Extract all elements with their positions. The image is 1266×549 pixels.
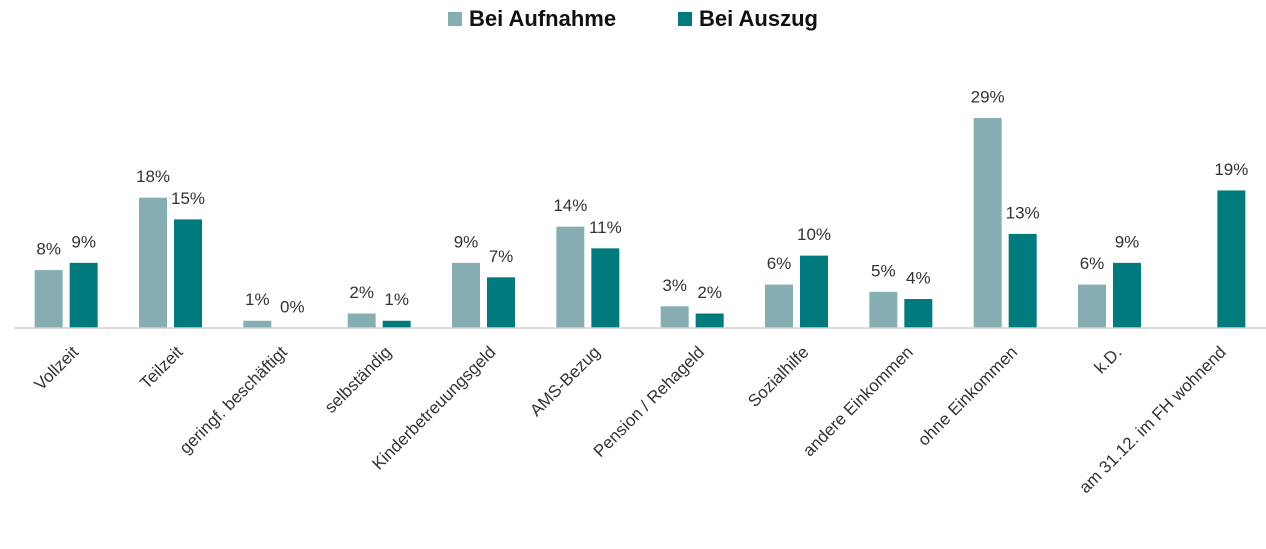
bar bbox=[869, 291, 898, 328]
bar bbox=[174, 219, 202, 328]
data-label: 9% bbox=[71, 232, 96, 251]
data-label: 14% bbox=[553, 196, 587, 215]
x-tick-label: geringf. beschäftigt bbox=[176, 342, 291, 457]
bar bbox=[765, 284, 793, 328]
bar bbox=[347, 313, 376, 328]
data-label: 2% bbox=[349, 283, 374, 302]
data-label: 18% bbox=[136, 167, 170, 186]
legend-label: Bei Auszug bbox=[699, 6, 818, 31]
data-label: 9% bbox=[454, 232, 479, 251]
data-label: 15% bbox=[171, 189, 205, 208]
bar bbox=[69, 262, 98, 328]
bar bbox=[1217, 190, 1246, 328]
x-tick-label: selbständig bbox=[321, 343, 395, 417]
bar bbox=[452, 262, 480, 328]
data-label: 19% bbox=[1214, 160, 1248, 179]
bar bbox=[34, 270, 63, 328]
data-label: 6% bbox=[767, 254, 792, 273]
data-label: 10% bbox=[797, 225, 831, 244]
bar bbox=[1008, 233, 1037, 328]
bar bbox=[556, 226, 585, 328]
bar bbox=[973, 118, 1002, 328]
data-label: 11% bbox=[589, 218, 622, 237]
data-label: 7% bbox=[489, 247, 514, 266]
bar bbox=[591, 248, 620, 328]
bar bbox=[139, 197, 167, 328]
data-label: 5% bbox=[871, 261, 896, 280]
data-label: 1% bbox=[384, 290, 409, 309]
bar bbox=[695, 313, 724, 328]
x-tick-label: Vollzeit bbox=[31, 342, 83, 394]
bar bbox=[660, 306, 689, 328]
legend-swatch bbox=[678, 12, 692, 26]
x-tick-label: Teilzeit bbox=[136, 342, 186, 392]
x-tick-label: Pension / Rehageld bbox=[590, 343, 708, 461]
data-label: 9% bbox=[1115, 232, 1140, 251]
x-tick-label: k.D. bbox=[1091, 343, 1126, 378]
bar bbox=[1078, 284, 1106, 328]
x-tick-label: AMS-Bezug bbox=[526, 343, 604, 421]
bar bbox=[1113, 262, 1141, 328]
data-label: 3% bbox=[662, 276, 687, 295]
bar bbox=[800, 255, 828, 328]
bar bbox=[487, 277, 515, 328]
data-label: 4% bbox=[906, 269, 931, 288]
data-label: 0% bbox=[280, 297, 305, 316]
data-label: 1% bbox=[245, 290, 270, 309]
bar bbox=[382, 320, 411, 328]
x-tick-label: andere Einkommen bbox=[799, 343, 917, 461]
data-label: 29% bbox=[971, 88, 1005, 107]
data-label: 13% bbox=[1006, 203, 1040, 222]
x-tick-label: Sozialhilfe bbox=[744, 343, 812, 411]
data-label: 8% bbox=[36, 240, 61, 259]
bar bbox=[243, 320, 272, 328]
x-tick-label: ohne Einkommen bbox=[914, 343, 1021, 450]
bar bbox=[904, 299, 933, 328]
legend-label: Bei Aufnahme bbox=[469, 6, 616, 31]
legend-swatch bbox=[448, 12, 462, 26]
data-label: 2% bbox=[697, 283, 722, 302]
data-label: 6% bbox=[1080, 254, 1105, 273]
